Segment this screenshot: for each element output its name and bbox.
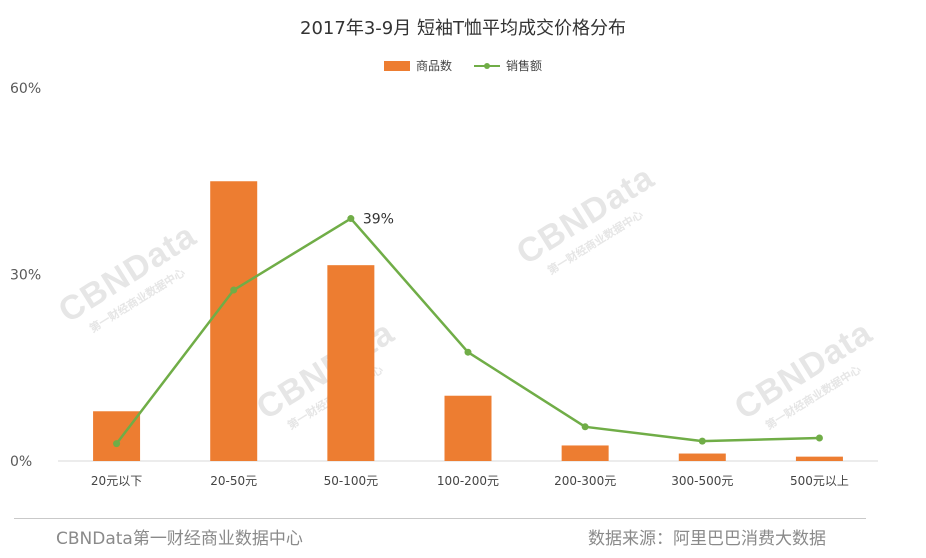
- footer-source-right: 数据来源：阿里巴巴消费大数据: [588, 529, 826, 549]
- x-tick-label: 50-100元: [324, 474, 379, 488]
- footer-divider: [14, 518, 866, 519]
- bar: [678, 453, 726, 461]
- y-tick-label: 0%: [10, 454, 32, 470]
- line-point: [698, 437, 706, 445]
- legend-bar-swatch: [383, 60, 410, 71]
- bar: [561, 445, 609, 461]
- legend-line-swatch: [474, 61, 500, 71]
- y-tick-label: 30%: [10, 268, 41, 284]
- line-point: [815, 434, 823, 442]
- line-point: [464, 348, 472, 356]
- line-point: [230, 286, 238, 294]
- y-tick-label: 60%: [10, 81, 41, 97]
- bar: [327, 265, 375, 461]
- x-tick-label: 20-50元: [210, 474, 257, 488]
- x-tick-label: 300-500元: [671, 474, 733, 488]
- line-point: [581, 423, 589, 431]
- x-tick-label: 100-200元: [437, 474, 499, 488]
- bar: [444, 395, 492, 461]
- x-tick-label: 20元以下: [91, 474, 142, 488]
- legend-item-line: 销售额: [474, 57, 542, 74]
- legend: 商品数 销售额: [0, 57, 926, 74]
- line-point: [113, 440, 121, 448]
- legend-bar-label: 商品数: [415, 59, 452, 73]
- bar: [795, 456, 843, 461]
- data-label: 39%: [363, 212, 394, 228]
- chart-title: 2017年3-9月 短袖T恤平均成交价格分布: [300, 18, 626, 39]
- line-point: [347, 215, 355, 223]
- bar: [93, 411, 141, 461]
- legend-item-bar: 商品数: [383, 57, 452, 74]
- x-tick-label: 500元以上: [790, 474, 849, 488]
- bar: [210, 181, 258, 461]
- legend-line-label: 销售额: [506, 59, 543, 73]
- footer-source-left: CBNData第一财经商业数据中心: [56, 529, 303, 549]
- x-tick-label: 200-300元: [554, 474, 616, 488]
